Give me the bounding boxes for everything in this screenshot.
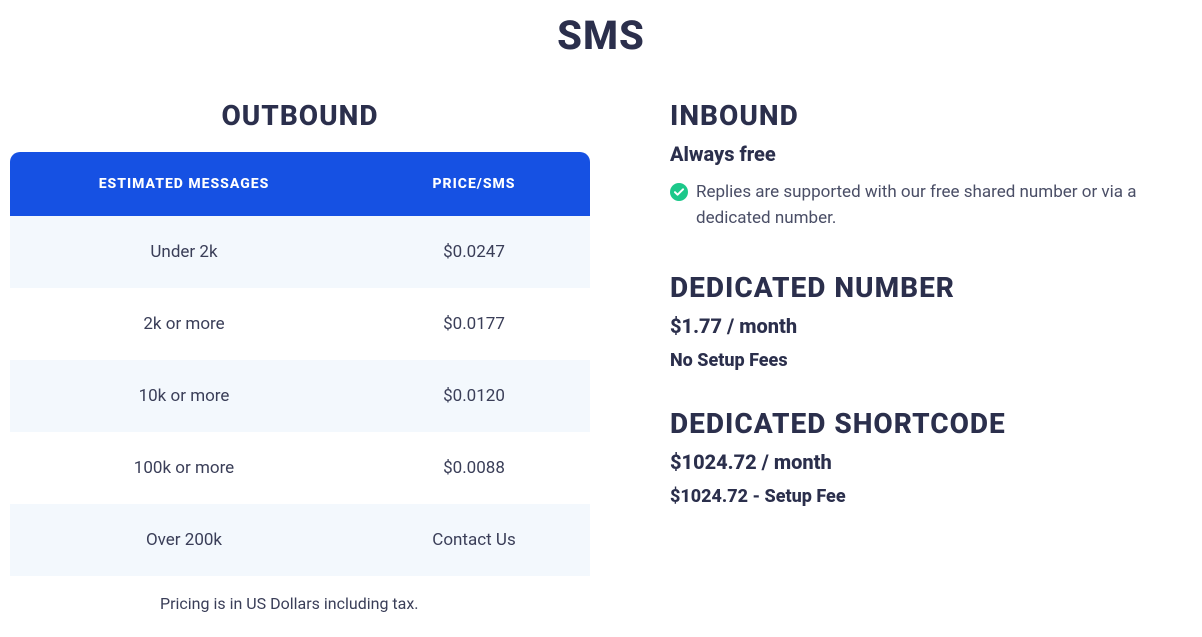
outbound-section: OUTBOUND ESTIMATED MESSAGES PRICE/SMS Un…	[10, 99, 590, 613]
col-header-price: PRICE/SMS	[358, 176, 590, 192]
cell-messages: 100k or more	[10, 458, 358, 478]
cell-price: $0.0177	[358, 314, 590, 334]
inbound-subheading: Always free	[670, 142, 1192, 166]
table-row: Under 2k $0.0247	[10, 216, 590, 288]
dedicated-shortcode-price: $1024.72 / month	[670, 450, 1192, 474]
inbound-note: Replies are supported with our free shar…	[696, 180, 1192, 231]
cell-messages: 10k or more	[10, 386, 358, 406]
right-column: INBOUND Always free Replies are supporte…	[670, 99, 1192, 613]
content-columns: OUTBOUND ESTIMATED MESSAGES PRICE/SMS Un…	[0, 99, 1202, 613]
table-header: ESTIMATED MESSAGES PRICE/SMS	[10, 152, 590, 216]
col-header-messages: ESTIMATED MESSAGES	[10, 176, 358, 192]
cell-messages: 2k or more	[10, 314, 358, 334]
pricing-footnote: Pricing is in US Dollars including tax.	[160, 594, 590, 613]
page-title: SMS	[0, 12, 1202, 59]
dedicated-number-heading: DEDICATED NUMBER	[670, 271, 1192, 304]
inbound-note-row: Replies are supported with our free shar…	[670, 180, 1192, 231]
dedicated-shortcode-fee: $1024.72 - Setup Fee	[670, 486, 1192, 507]
dedicated-number-section: DEDICATED NUMBER $1.77 / month No Setup …	[670, 271, 1192, 371]
cell-price: $0.0120	[358, 386, 590, 406]
table-row: 10k or more $0.0120	[10, 360, 590, 432]
table-row: 2k or more $0.0177	[10, 288, 590, 360]
contact-us-link[interactable]: Contact Us	[358, 530, 590, 550]
cell-price: $0.0247	[358, 242, 590, 262]
cell-price: $0.0088	[358, 458, 590, 478]
pricing-table: ESTIMATED MESSAGES PRICE/SMS Under 2k $0…	[10, 152, 590, 576]
dedicated-shortcode-heading: DEDICATED SHORTCODE	[670, 407, 1192, 440]
outbound-heading: OUTBOUND	[10, 99, 590, 132]
check-circle-icon	[670, 183, 688, 201]
dedicated-shortcode-section: DEDICATED SHORTCODE $1024.72 / month $10…	[670, 407, 1192, 507]
dedicated-number-fee: No Setup Fees	[670, 350, 1192, 371]
table-row: Over 200k Contact Us	[10, 504, 590, 576]
table-row: 100k or more $0.0088	[10, 432, 590, 504]
inbound-heading: INBOUND	[670, 99, 1192, 132]
inbound-section: INBOUND Always free Replies are supporte…	[670, 99, 1192, 231]
cell-messages: Under 2k	[10, 242, 358, 262]
cell-messages: Over 200k	[10, 530, 358, 550]
dedicated-number-price: $1.77 / month	[670, 314, 1192, 338]
